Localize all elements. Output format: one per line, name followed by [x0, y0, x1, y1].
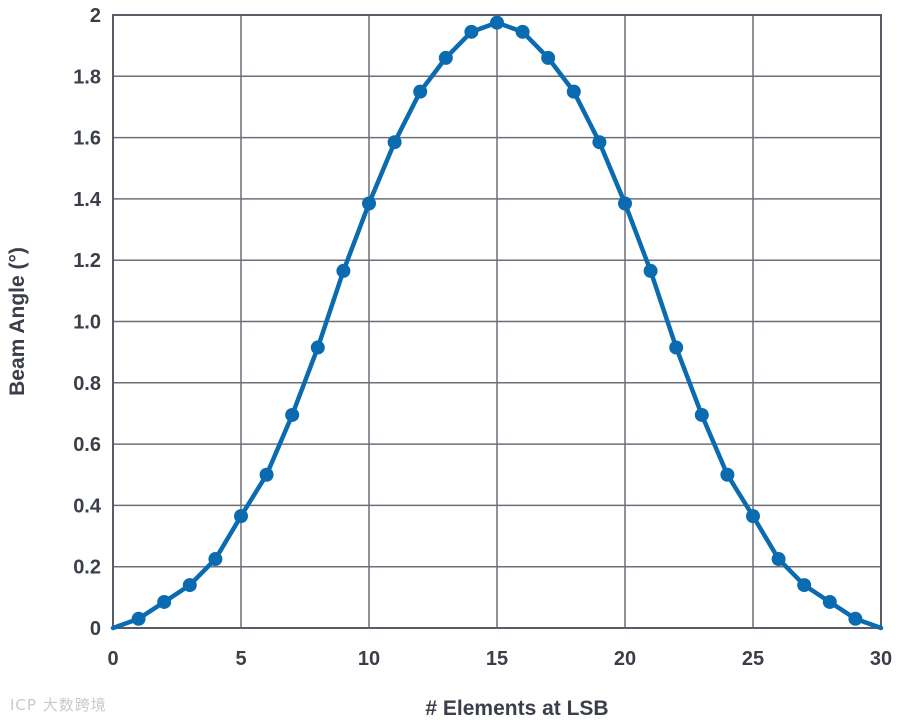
series [110, 15, 884, 631]
x-tick-label: 10 [358, 648, 380, 670]
data-point [182, 578, 197, 593]
data-point [490, 15, 504, 30]
y-tick-label: 0.4 [73, 495, 102, 517]
y-tick-label: 1.4 [73, 189, 102, 211]
y-tick-label: 2 [90, 5, 101, 27]
data-point [362, 196, 376, 211]
grid [113, 15, 881, 628]
data-point [515, 24, 530, 39]
data-point [694, 407, 709, 422]
y-tick-label: 0.8 [73, 373, 101, 395]
data-point [541, 50, 556, 65]
data-point [387, 135, 402, 150]
data-point [285, 407, 300, 422]
data-point [310, 340, 325, 355]
y-tick-label: 0.6 [73, 434, 101, 456]
y-tick-label: 0.2 [73, 557, 101, 579]
y-tick-label: 1.8 [73, 66, 101, 88]
data-point [822, 594, 837, 609]
y-tick-label: 1.6 [73, 128, 101, 150]
data-point [566, 84, 581, 99]
data-point [464, 24, 479, 39]
x-tick-label: 20 [614, 648, 636, 670]
data-point [259, 467, 274, 482]
data-point [618, 196, 632, 211]
data-point [746, 509, 760, 524]
y-tick-label: 1.0 [73, 312, 101, 334]
y-axis-title: Beam Angle (°) [6, 247, 29, 396]
y-tick-label: 1.2 [73, 250, 101, 272]
y-tick-label: 0 [90, 618, 101, 640]
data-point [157, 594, 172, 609]
data-point [208, 552, 223, 567]
data-point [592, 135, 607, 150]
data-point [413, 84, 428, 99]
data-point [234, 509, 248, 524]
data-point [771, 552, 786, 567]
data-point [643, 263, 658, 278]
x-tick-label: 30 [870, 648, 892, 670]
x-tick-label: 15 [486, 648, 508, 670]
x-axis-title: # Elements at LSB [425, 697, 608, 720]
data-point [131, 611, 146, 626]
x-tick-label: 0 [107, 648, 118, 670]
x-tick-label: 5 [235, 648, 246, 670]
x-tick-label: 25 [742, 648, 764, 670]
data-point [336, 263, 351, 278]
watermark: ICP 大数跨境 [10, 696, 107, 714]
plot-frame [112, 14, 882, 629]
data-point [669, 340, 684, 355]
data-point [720, 467, 735, 482]
tick-labels: 0 5 10 15 20 25 30 0 0.2 0.4 0.6 0.8 1.0 1.2 1.4 1.6 1.8… [73, 5, 892, 670]
data-point [848, 611, 863, 626]
data-point [797, 578, 812, 593]
data-point [438, 50, 453, 65]
